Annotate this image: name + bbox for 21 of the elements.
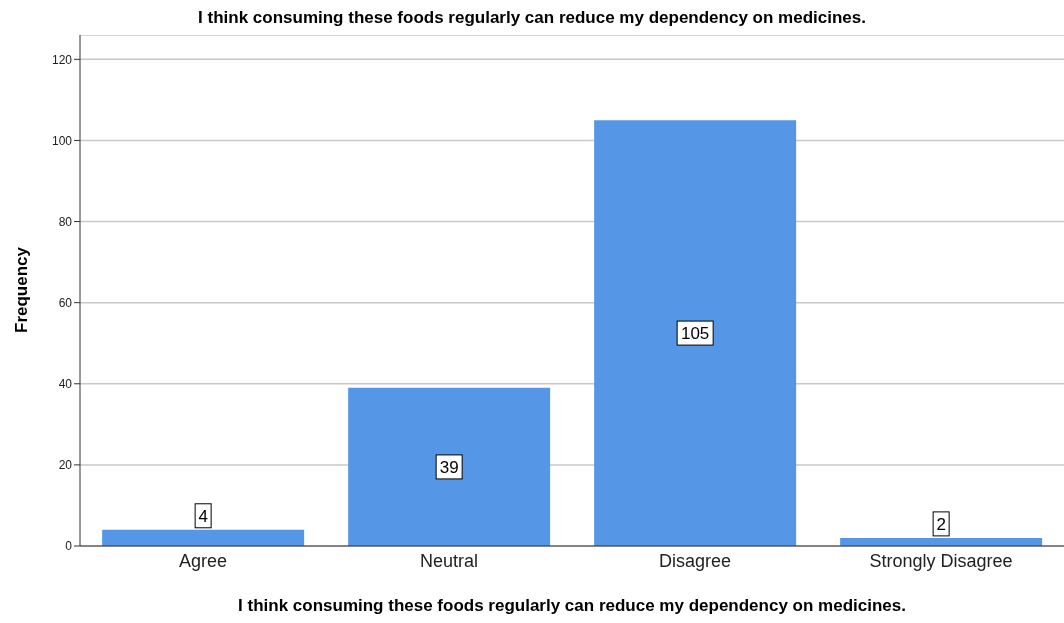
x-tick-label: Neutral — [419, 550, 479, 571]
y-tick-label: 20 — [58, 458, 73, 473]
y-axis-title: Frequency — [12, 247, 32, 333]
y-tick-label: 120 — [51, 52, 73, 67]
y-tick-label: 40 — [58, 377, 73, 392]
y-tick-label: 0 — [65, 539, 73, 554]
bar — [594, 120, 797, 546]
data-label: 4 — [198, 506, 208, 526]
chart-title: I think consuming these foods regularly can reduce my dependency on medicines. — [197, 8, 867, 28]
x-tick-label: Disagree — [658, 550, 732, 571]
bar — [102, 529, 305, 546]
x-tick-label: Strongly Disagree — [869, 550, 1013, 571]
y-tick-label: 80 — [58, 214, 73, 229]
data-label: 39 — [439, 457, 459, 477]
y-tick-label: 60 — [58, 295, 73, 310]
x-axis-title: I think consuming these foods regularly can reduce my dependency on medicines. — [237, 596, 907, 616]
data-label: 105 — [680, 324, 710, 344]
bar — [348, 387, 551, 546]
y-tick-label: 100 — [51, 133, 73, 148]
x-tick-label: Agree — [178, 550, 228, 571]
data-label: 2 — [936, 514, 946, 534]
